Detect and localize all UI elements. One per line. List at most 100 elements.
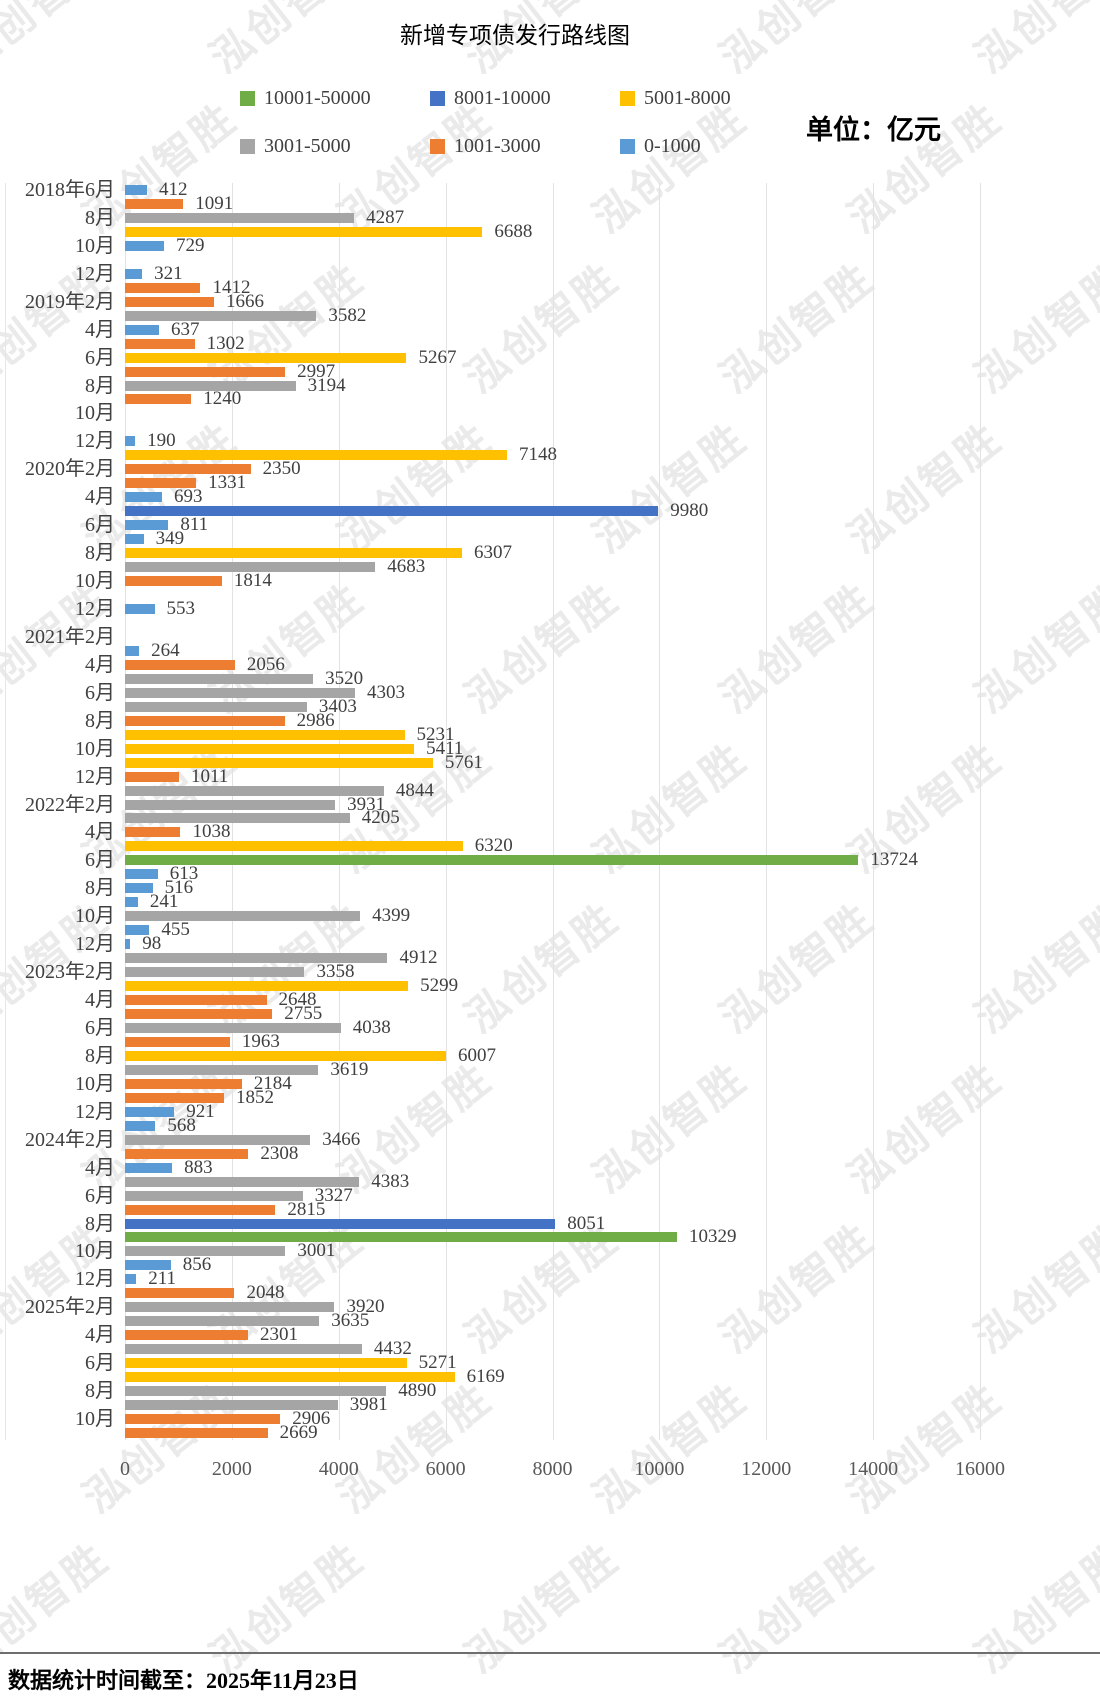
gridline bbox=[552, 183, 554, 1440]
bar-value-label: 3466 bbox=[322, 1128, 361, 1150]
y-axis-tick-label: 4月 bbox=[85, 989, 115, 1012]
legend-swatch-orange bbox=[430, 138, 445, 154]
bar-value-label: 1412 bbox=[212, 276, 251, 298]
bar-value-label: 98 bbox=[142, 933, 162, 955]
y-axis-tick-label: 6月 bbox=[85, 849, 115, 872]
bar-value-label: 1331 bbox=[208, 472, 247, 494]
legend-label: 10001-50000 bbox=[264, 87, 371, 109]
bar bbox=[125, 1246, 286, 1257]
y-axis-tick-label: 8月 bbox=[85, 374, 115, 397]
bar bbox=[125, 282, 201, 293]
bar bbox=[125, 562, 376, 573]
y-axis-tick-label: 8月 bbox=[85, 1044, 115, 1067]
bar-value-label: 9980 bbox=[670, 500, 709, 522]
y-axis-tick-label: 12月 bbox=[75, 597, 115, 620]
legend-item-3001-5000: 3001-5000 bbox=[240, 136, 351, 156]
bar bbox=[125, 1162, 173, 1173]
y-axis-tick-label: 12月 bbox=[75, 262, 115, 285]
bar-value-label: 2350 bbox=[262, 458, 301, 480]
bar-value-label: 7148 bbox=[518, 444, 557, 466]
bar bbox=[125, 534, 144, 545]
legend-label: 5001-8000 bbox=[644, 87, 731, 109]
bar bbox=[125, 226, 483, 237]
legend-label: 0-1000 bbox=[644, 135, 701, 157]
y-axis-tick-label: 10月 bbox=[75, 1072, 115, 1095]
bar bbox=[125, 729, 405, 740]
watermark-text: 泓创智胜 bbox=[967, 1535, 1100, 1683]
legend-swatch-green bbox=[240, 90, 255, 106]
bar bbox=[125, 576, 222, 587]
bar bbox=[125, 841, 463, 852]
bar bbox=[125, 1218, 556, 1229]
y-axis-tick-label: 12月 bbox=[75, 933, 115, 956]
bar-value-label: 1240 bbox=[203, 388, 242, 410]
bar bbox=[125, 1428, 268, 1439]
bar-value-label: 455 bbox=[161, 919, 190, 941]
y-axis-tick-label: 4月 bbox=[85, 486, 115, 509]
bar-value-label: 4205 bbox=[361, 807, 400, 829]
x-axis-tick-label: 12000 bbox=[741, 1458, 792, 1480]
y-axis-tick-label: 2025年2月 bbox=[25, 1296, 115, 1319]
bar-value-label: 2048 bbox=[246, 1282, 285, 1304]
bar bbox=[125, 659, 235, 670]
y-axis-tick-label: 8月 bbox=[85, 542, 115, 565]
bar bbox=[125, 240, 164, 251]
y-axis-tick-label: 4月 bbox=[85, 653, 115, 676]
y-axis-tick-label: 4月 bbox=[85, 1324, 115, 1347]
bar-value-label: 2906 bbox=[292, 1408, 331, 1430]
bar-value-label: 1852 bbox=[235, 1086, 274, 1108]
gridline bbox=[659, 183, 661, 1440]
unit-label: 单位：亿元 bbox=[806, 115, 941, 145]
bar-value-label: 2755 bbox=[284, 1003, 323, 1025]
y-axis-tick-label: 8月 bbox=[85, 709, 115, 732]
gridline bbox=[873, 183, 875, 1440]
legend-item-5001-8000: 5001-8000 bbox=[620, 88, 731, 108]
bar-value-label: 4844 bbox=[395, 779, 434, 801]
bar bbox=[125, 687, 355, 698]
bar bbox=[125, 324, 160, 335]
y-axis-tick-label: 6月 bbox=[85, 1184, 115, 1207]
bar bbox=[125, 268, 143, 279]
bar-value-label: 3619 bbox=[330, 1058, 369, 1080]
legend-swatch-gray bbox=[240, 138, 255, 154]
bar bbox=[125, 1120, 156, 1131]
bar-value-label: 4399 bbox=[372, 905, 411, 927]
bar-value-label: 6307 bbox=[474, 542, 513, 564]
bar-value-label: 2997 bbox=[297, 360, 336, 382]
y-axis-tick-label: 2023年2月 bbox=[25, 961, 115, 984]
bar bbox=[125, 520, 169, 531]
bar bbox=[125, 492, 163, 503]
bar bbox=[125, 701, 307, 712]
bar-value-label: 1666 bbox=[226, 290, 265, 312]
bar-value-label: 3358 bbox=[316, 961, 355, 983]
y-axis-tick-label: 4月 bbox=[85, 318, 115, 341]
bar bbox=[125, 883, 153, 894]
bar-value-label: 6169 bbox=[466, 1366, 505, 1388]
bar bbox=[125, 1386, 387, 1397]
bar bbox=[125, 1190, 303, 1201]
y-axis-tick-label: 10月 bbox=[75, 234, 115, 257]
y-axis-tick-label: 10月 bbox=[75, 402, 115, 425]
bar bbox=[125, 1330, 248, 1341]
bar-value-label: 241 bbox=[149, 891, 179, 913]
bar bbox=[125, 1148, 249, 1159]
y-axis-tick-label: 2018年6月 bbox=[25, 178, 115, 201]
bar-value-label: 4890 bbox=[398, 1380, 437, 1402]
bar bbox=[125, 1064, 319, 1075]
bar-value-label: 3520 bbox=[325, 667, 364, 689]
y-axis-tick-label: 10月 bbox=[75, 1240, 115, 1263]
bar bbox=[125, 352, 407, 363]
bar-value-label: 5231 bbox=[416, 723, 455, 745]
y-axis-tick-label: 2021年2月 bbox=[25, 625, 115, 648]
bar bbox=[125, 911, 361, 922]
x-axis-tick-label: 10000 bbox=[634, 1458, 685, 1480]
x-axis-tick-label: 4000 bbox=[318, 1458, 359, 1480]
plot-left-border bbox=[5, 183, 6, 1440]
bar-value-label: 3001 bbox=[297, 1240, 336, 1262]
bar-value-label: 811 bbox=[180, 514, 209, 536]
bar-value-label: 2815 bbox=[287, 1198, 326, 1220]
bar bbox=[125, 771, 180, 782]
y-axis-tick-label: 12月 bbox=[75, 430, 115, 453]
bar bbox=[125, 939, 131, 950]
legend-item-8001-10000: 8001-10000 bbox=[430, 88, 551, 108]
